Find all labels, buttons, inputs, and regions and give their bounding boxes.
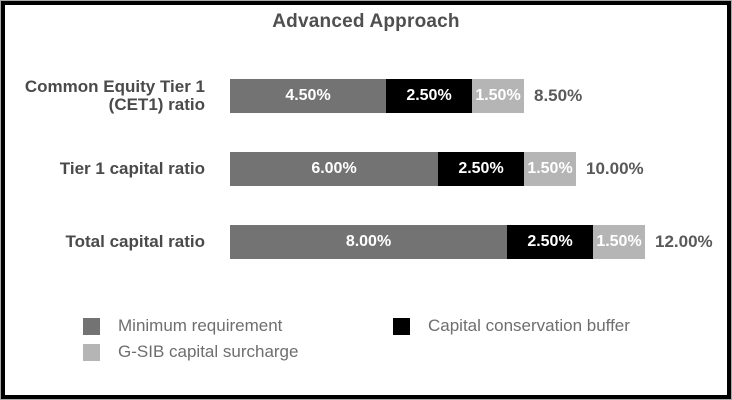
total-label-cet1: 8.50% xyxy=(534,86,583,105)
legend-item-minimum-requirement: Minimum requirement xyxy=(83,316,393,336)
segment-minimum-requirement: 4.50% xyxy=(230,79,386,113)
bar-chart: Common Equity Tier 1 (CET1) ratio 4.50% … xyxy=(5,76,727,298)
chart-row-total-capital: Total capital ratio 8.00% 2.50% 1.50% 12… xyxy=(5,225,727,259)
segment-value-label: 1.50% xyxy=(596,233,642,250)
chart-title: Advanced Approach xyxy=(272,11,460,32)
segment-value-label: 2.50% xyxy=(458,160,504,177)
legend-label-conservation-buffer: Capital conservation buffer xyxy=(428,316,630,335)
segment-conservation-buffer: 2.50% xyxy=(507,225,593,259)
legend-label-minimum-requirement: Minimum requirement xyxy=(118,316,283,335)
category-label-total-capital: Total capital ratio xyxy=(65,231,206,251)
segment-value-label: 4.50% xyxy=(285,87,331,104)
legend-item-gsib-surcharge: G-SIB capital surcharge xyxy=(83,342,393,362)
legend-label-gsib-surcharge: G-SIB capital surcharge xyxy=(118,342,299,361)
legend: Minimum requirement Capital conservation… xyxy=(83,316,630,362)
segment-value-label: 2.50% xyxy=(406,87,452,104)
category-label-tier1: Tier 1 capital ratio xyxy=(59,158,205,178)
segment-value-label: 6.00% xyxy=(311,160,357,177)
bar-tier1: 6.00% 2.50% 1.50% xyxy=(230,152,576,186)
total-label-total-capital: 12.00% xyxy=(655,232,713,251)
legend-swatch-minimum-requirement xyxy=(83,317,100,335)
segment-minimum-requirement: 6.00% xyxy=(230,152,438,186)
chart-row-tier1: Tier 1 capital ratio 6.00% 2.50% 1.50% 1… xyxy=(5,152,727,186)
legend-swatch-gsib-surcharge xyxy=(83,343,100,361)
segment-gsib-surcharge: 1.50% xyxy=(524,152,576,186)
segment-value-label: 1.50% xyxy=(527,160,573,177)
segment-gsib-surcharge: 1.50% xyxy=(472,79,524,113)
total-label-tier1: 10.00% xyxy=(586,159,644,178)
segment-conservation-buffer: 2.50% xyxy=(386,79,472,113)
segment-value-label: 8.00% xyxy=(345,233,392,250)
segment-conservation-buffer: 2.50% xyxy=(438,152,524,186)
bar-cet1: 4.50% 2.50% 1.50% xyxy=(230,79,524,113)
legend-item-conservation-buffer: Capital conservation buffer xyxy=(393,316,630,336)
segment-value-label: 2.50% xyxy=(527,233,573,250)
legend-swatch-conservation-buffer xyxy=(393,317,410,335)
bar-total-capital: 8.00% 2.50% 1.50% xyxy=(230,225,645,259)
segment-gsib-surcharge: 1.50% xyxy=(593,225,645,259)
chart-row-cet1: Common Equity Tier 1 (CET1) ratio 4.50% … xyxy=(5,76,727,114)
segment-value-label: 1.50% xyxy=(475,87,521,104)
category-label-cet1: Common Equity Tier 1 (CET1) ratio xyxy=(24,76,205,114)
segment-minimum-requirement: 8.00% xyxy=(230,225,507,259)
